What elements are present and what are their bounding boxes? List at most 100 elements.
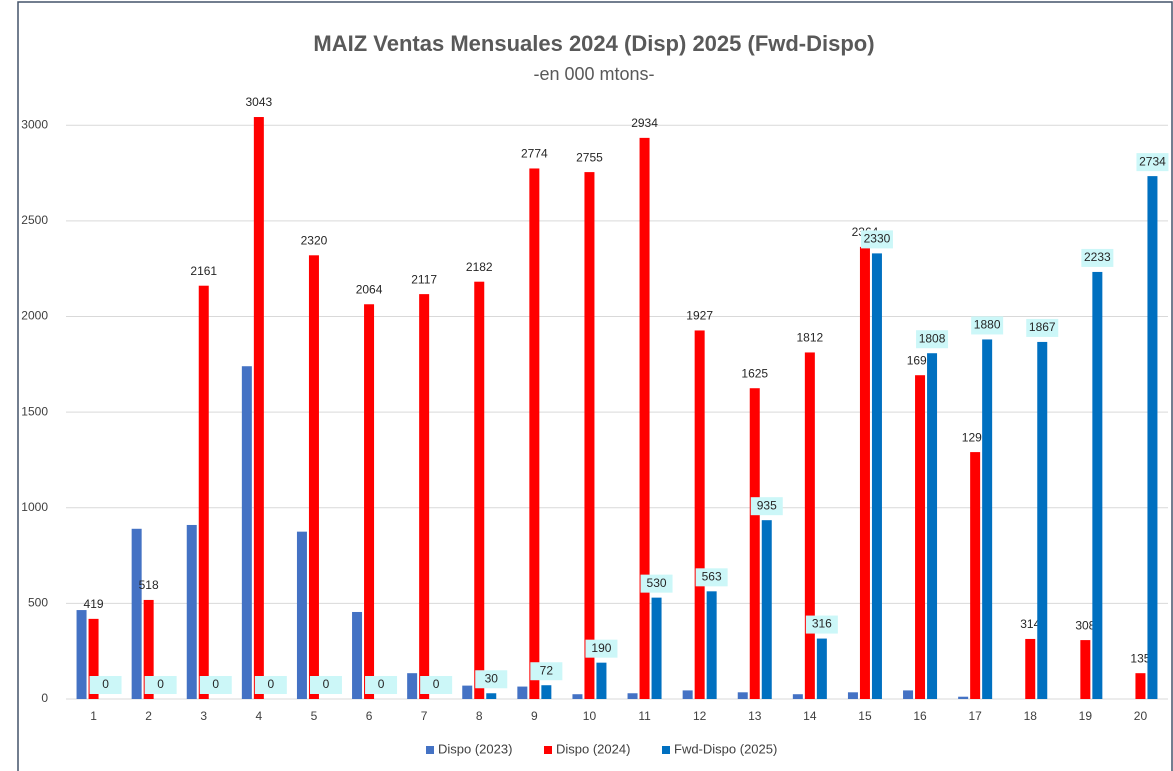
data-label: 0 [378,677,385,691]
legend-swatch [426,746,434,754]
data-label: 1880 [974,318,1001,332]
bar [419,294,430,699]
x-tick-label: 13 [748,709,762,723]
bar [694,330,705,699]
data-label: 2755 [576,150,603,164]
data-label-box [750,497,783,516]
bar [131,528,142,699]
data-label: 2330 [864,232,891,246]
legend-label: Dispo (2023) [438,741,512,756]
bar [1092,271,1103,699]
y-tick-label: 1500 [21,404,48,418]
bar [596,662,607,699]
data-label: 1867 [1029,320,1056,334]
x-tick-label: 10 [583,709,597,723]
data-label: 72 [540,663,554,677]
data-label: 530 [647,576,667,590]
bar [517,686,528,699]
bar [1037,341,1048,699]
y-tick-label: 0 [41,691,48,705]
bar [462,685,473,699]
data-label: 314 [1020,617,1040,631]
bar [749,388,760,699]
data-label-box [530,662,563,681]
data-label-box [1026,318,1059,337]
x-tick-label: 4 [256,709,263,723]
data-label: 2320 [301,233,328,247]
data-label: 0 [433,677,440,691]
bar [88,618,99,699]
x-tick-label: 6 [366,709,373,723]
bar [253,117,264,700]
x-tick-label: 9 [531,709,538,723]
data-label: 2117 [411,272,437,286]
y-tick-label: 1000 [21,500,48,514]
x-tick-label: 16 [913,709,927,723]
x-tick-label: 17 [968,709,982,723]
bar [241,366,252,699]
bar [761,520,772,699]
data-label: 2934 [631,116,658,130]
data-label: 135 [1130,651,1150,665]
data-label: 1625 [741,366,768,380]
bar [706,591,717,699]
data-label-box [89,676,122,694]
bar [541,685,552,699]
x-tick-label: 20 [1134,709,1148,723]
bar [529,168,540,699]
data-label: 0 [268,677,275,691]
bar [1135,673,1146,699]
data-label-box [144,676,177,694]
x-tick-label: 8 [476,709,483,723]
x-tick-label: 5 [311,709,318,723]
bar [1080,640,1091,699]
data-label: 0 [212,677,219,691]
bar [804,352,815,699]
chart-frame [17,1,1173,771]
bar [1025,638,1036,699]
bar [682,690,693,699]
bar [871,253,882,699]
bar [486,693,497,699]
x-tick-label: 12 [693,709,707,723]
data-label-box [971,316,1004,335]
y-tick-label: 3000 [21,117,48,131]
bar [572,694,583,699]
x-tick-label: 14 [803,709,817,723]
y-tick-label: 500 [28,596,48,610]
data-label-box [805,615,838,634]
chart-title: MAIZ Ventas Mensuales 2024 (Disp) 2025 (… [313,31,874,56]
data-label-box [695,568,728,587]
data-label: 518 [139,578,159,592]
legend-label: Dispo (2024) [556,741,630,756]
bar [970,452,981,699]
bar [76,610,87,699]
legend-label: Fwd-Dispo (2025) [674,741,777,756]
data-label: 935 [757,498,777,512]
bar [198,285,209,699]
bar [308,255,319,700]
data-label-box [420,676,453,694]
x-tick-label: 2 [145,709,152,723]
bar [639,137,650,699]
data-label: 1927 [686,309,713,323]
bar [474,281,485,699]
data-label: 1812 [796,331,823,345]
data-label: 2734 [1139,154,1166,168]
data-label-box [585,639,618,658]
data-label: 0 [102,677,109,691]
data-label: 30 [485,671,499,685]
bar [651,597,662,699]
data-label: 316 [812,617,832,631]
data-label-box [365,676,398,694]
bar [584,172,595,699]
bar [143,599,154,699]
y-tick-label: 2500 [21,213,48,227]
bar [915,375,926,699]
bar [1147,176,1158,699]
data-label: 0 [323,677,330,691]
x-tick-label: 15 [858,709,872,723]
data-label-box [309,676,342,694]
data-label: 190 [591,641,611,655]
